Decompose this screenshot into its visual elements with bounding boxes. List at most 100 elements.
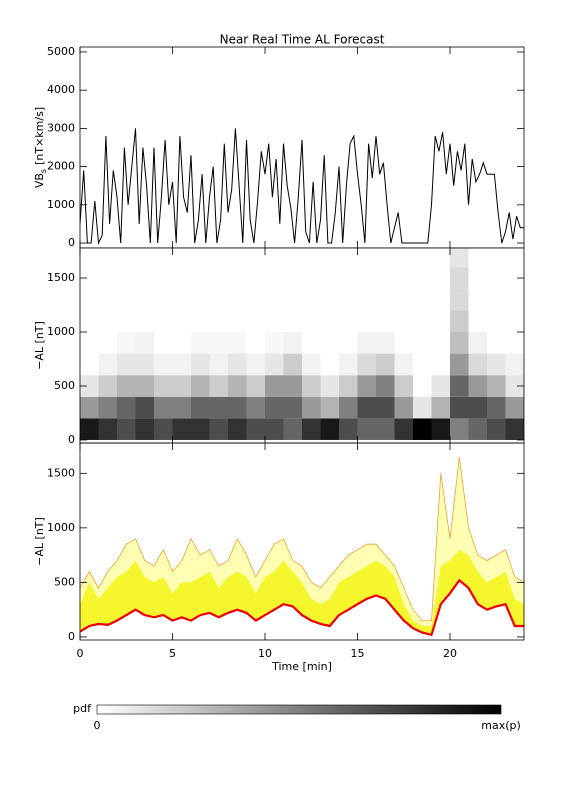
density-cell <box>80 288 99 311</box>
density-cell <box>487 353 506 376</box>
density-cell <box>228 353 247 376</box>
density-cell <box>191 288 210 311</box>
density-cell <box>302 375 321 397</box>
density-cell <box>413 396 432 419</box>
density-cell <box>98 353 117 376</box>
density-cell <box>339 332 358 354</box>
density-cell <box>98 248 117 268</box>
density-cell <box>154 332 173 354</box>
density-cell <box>394 353 413 376</box>
density-cell <box>394 248 413 268</box>
density-cell <box>246 375 265 397</box>
density-cell <box>320 375 339 397</box>
density-cell <box>505 396 524 419</box>
density-cell <box>135 288 154 311</box>
density-cell <box>191 375 210 397</box>
density-cell <box>283 396 302 419</box>
density-cell <box>450 418 469 440</box>
density-cell <box>246 288 265 311</box>
density-cell <box>431 396 450 419</box>
density-cell <box>172 375 191 397</box>
density-cell <box>117 396 136 419</box>
density-cell <box>413 375 432 397</box>
density-cell <box>413 353 432 376</box>
density-cell <box>320 310 339 333</box>
vbs-line <box>80 128 524 245</box>
density-cell <box>172 418 191 440</box>
density-cell <box>117 353 136 376</box>
density-cell <box>487 396 506 419</box>
density-cell <box>413 288 432 311</box>
density-cell <box>228 418 247 440</box>
density-cell <box>468 332 487 354</box>
density-cell <box>487 418 506 440</box>
density-cell <box>320 418 339 440</box>
density-cell <box>413 418 432 440</box>
y-axis-label: −AL [nT] <box>33 321 46 370</box>
density-cell <box>209 248 228 268</box>
density-cell <box>413 267 432 289</box>
density-cell <box>431 288 450 311</box>
density-cell <box>394 267 413 289</box>
x-tick-label: 15 <box>351 647 365 660</box>
density-cell <box>450 375 469 397</box>
density-cell <box>117 248 136 268</box>
plot-area <box>80 128 524 245</box>
density-cell <box>487 375 506 397</box>
density-cell <box>265 332 284 354</box>
density-cell <box>228 375 247 397</box>
y-tick-label: 5000 <box>47 45 75 58</box>
panel-frame <box>79 442 525 641</box>
density-cell <box>265 267 284 289</box>
y-tick-label: 500 <box>54 379 75 392</box>
colorbar-min: 0 <box>94 719 101 732</box>
density-cell <box>376 418 395 440</box>
density-cell <box>98 418 117 440</box>
density-cell <box>302 418 321 440</box>
density-cell <box>80 310 99 333</box>
density-cell <box>154 267 173 289</box>
band-edge <box>80 456 524 621</box>
density-cell <box>228 248 247 268</box>
density-cell <box>80 267 99 289</box>
density-cell <box>246 248 265 268</box>
density-cell <box>209 332 228 354</box>
density-cell <box>357 375 376 397</box>
density-cell <box>450 332 469 354</box>
density-cell <box>172 310 191 333</box>
density-cell <box>376 267 395 289</box>
density-cell <box>487 248 506 268</box>
density-cell <box>209 267 228 289</box>
density-cell <box>302 332 321 354</box>
y-tick-label: 3000 <box>47 121 75 134</box>
density-cell <box>413 310 432 333</box>
y-tick-label: 4000 <box>47 83 75 96</box>
density-cell <box>468 267 487 289</box>
density-cell <box>80 375 99 397</box>
density-cell <box>228 332 247 354</box>
density-cell <box>117 418 136 440</box>
density-cell <box>154 396 173 419</box>
density-cell <box>302 288 321 311</box>
colorbar-label: pdf <box>73 702 92 715</box>
density-cell <box>487 310 506 333</box>
x-tick-label: 0 <box>77 647 84 660</box>
density-cell <box>468 288 487 311</box>
density-cell <box>505 353 524 376</box>
density-cell <box>98 310 117 333</box>
density-cell <box>450 288 469 311</box>
density-cell <box>320 396 339 419</box>
density-cell <box>505 375 524 397</box>
density-cell <box>135 248 154 268</box>
density-cell <box>283 267 302 289</box>
density-cell <box>376 310 395 333</box>
density-cell <box>135 332 154 354</box>
density-cell <box>431 353 450 376</box>
density-cell <box>431 375 450 397</box>
density-cell <box>320 267 339 289</box>
density-cell <box>468 353 487 376</box>
density-cell <box>413 332 432 354</box>
density-cell <box>172 396 191 419</box>
band <box>80 549 524 635</box>
